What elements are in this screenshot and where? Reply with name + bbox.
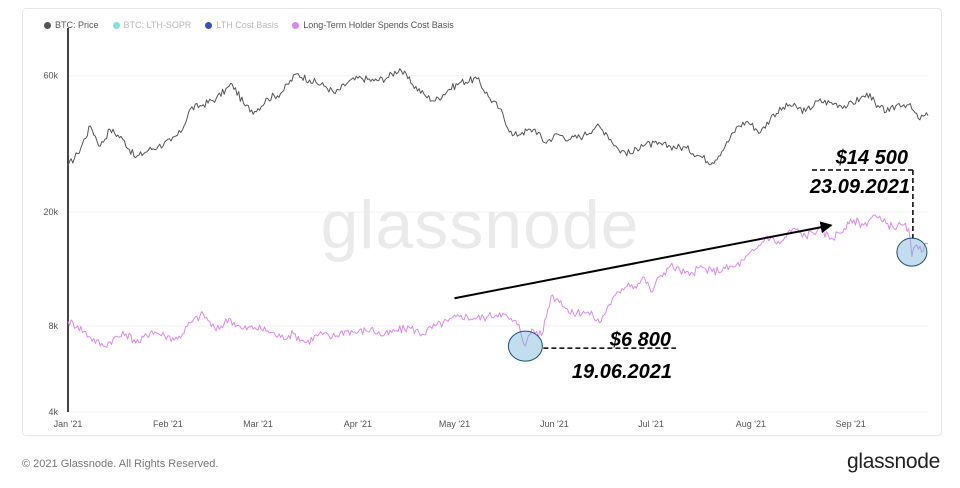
low-marker-circle <box>507 330 543 362</box>
lth-spends-cost-basis-line <box>67 214 929 348</box>
chart-panel <box>22 8 942 436</box>
x-tick-label: Mar '21 <box>243 419 273 429</box>
legend-label: Long-Term Holder Spends Cost Basis <box>303 20 454 30</box>
legend-label: BTC: Price <box>55 20 99 30</box>
x-tick-label: Apr '21 <box>344 419 372 429</box>
watermark-text: glassnode <box>320 187 639 263</box>
legend-item-2[interactable]: LTH Cost Basis <box>205 20 278 30</box>
legend-dot-icon <box>205 21 213 29</box>
y-tick-label: 20k <box>43 207 58 217</box>
low-date-label: 19.06.2021 <box>572 361 672 383</box>
trend-arrow <box>454 221 833 300</box>
x-tick-label: May '21 <box>439 419 470 429</box>
x-tick-label: Jan '21 <box>54 419 83 429</box>
legend-dot-icon <box>112 21 120 29</box>
legend-item-1[interactable]: BTC: LTH-SOPR <box>112 20 192 30</box>
brand-logo: glassnode <box>846 450 940 473</box>
high-value-label: $14 500 <box>835 147 908 169</box>
legend-item-0[interactable]: BTC: Price <box>44 20 99 30</box>
low-value-label: $6 800 <box>609 329 671 351</box>
legend: BTC: Price BTC: LTH-SOPR LTH Cost Basis Lon… <box>44 20 454 30</box>
legend-dot-icon <box>44 21 51 29</box>
y-tick-label: 60k <box>43 71 58 81</box>
copyright-text: © 2021 Glassnode. All Rights Reserved. <box>22 458 219 470</box>
high-marker-circle <box>896 237 928 267</box>
y-tick-label: 4k <box>48 407 58 417</box>
x-tick-label: Jun '21 <box>540 419 569 429</box>
legend-label: LTH Cost Basis <box>216 20 279 30</box>
legend-item-3[interactable]: Long-Term Holder Spends Cost Basis <box>292 20 454 30</box>
high-date-label: 23.09.2021 <box>809 176 910 198</box>
x-tick-label: Feb '21 <box>153 419 183 429</box>
legend-label: BTC: LTH-SOPR <box>123 20 192 30</box>
x-tick-label: Aug '21 <box>736 419 766 429</box>
legend-dot-icon <box>292 21 300 29</box>
x-tick-label: Jul '21 <box>638 419 664 429</box>
btc-price-line <box>67 68 929 167</box>
y-tick-label: 8k <box>48 321 58 331</box>
x-tick-label: Sep '21 <box>836 419 866 429</box>
